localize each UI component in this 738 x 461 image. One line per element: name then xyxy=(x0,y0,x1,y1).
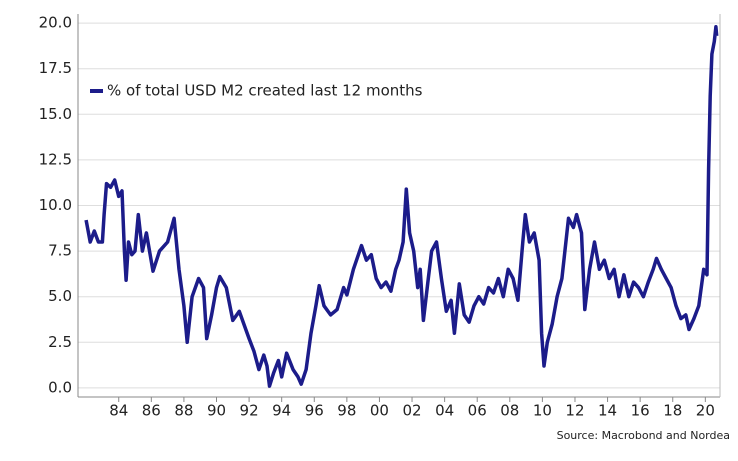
y-tick-label: 20.0 xyxy=(39,14,72,32)
y-tick-label: 17.5 xyxy=(39,59,72,77)
x-tick-label: 92 xyxy=(240,402,259,420)
y-tick-label: 15.0 xyxy=(39,105,72,123)
legend-label: % of total USD M2 created last 12 months xyxy=(107,82,423,100)
x-tick-label: 98 xyxy=(337,402,356,420)
y-tick-label: 12.5 xyxy=(39,150,72,168)
x-tick-label: 18 xyxy=(663,402,682,420)
x-tick-label: 12 xyxy=(565,402,584,420)
x-tick-label: 20 xyxy=(696,402,715,420)
line xyxy=(84,25,719,388)
y-tick-label: 0.0 xyxy=(48,378,72,396)
x-tick-label: 02 xyxy=(402,402,421,420)
x-tick-label: 10 xyxy=(533,402,552,420)
y-tick-label: 10.0 xyxy=(39,196,72,214)
x-tick-label: 08 xyxy=(500,402,519,420)
y-tick-label: 5.0 xyxy=(48,287,72,305)
x-tick-label: 00 xyxy=(370,402,389,420)
y-tick-label: 2.5 xyxy=(48,333,72,351)
x-tick-label: 90 xyxy=(207,402,226,420)
x-tick-label: 04 xyxy=(435,402,454,420)
x-tick-label: 88 xyxy=(174,402,193,420)
x-tick-label: 84 xyxy=(109,402,128,420)
x-tick-label: 14 xyxy=(598,402,617,420)
x-tick-label: 86 xyxy=(142,402,161,420)
x-tick-label: 96 xyxy=(305,402,324,420)
x-tick-label: 06 xyxy=(468,402,487,420)
y-tick-label: 7.5 xyxy=(48,242,72,260)
x-tick-label: 16 xyxy=(631,402,650,420)
source-note: Source: Macrobond and Nordea xyxy=(557,429,730,442)
x-tick-label: 94 xyxy=(272,402,291,420)
